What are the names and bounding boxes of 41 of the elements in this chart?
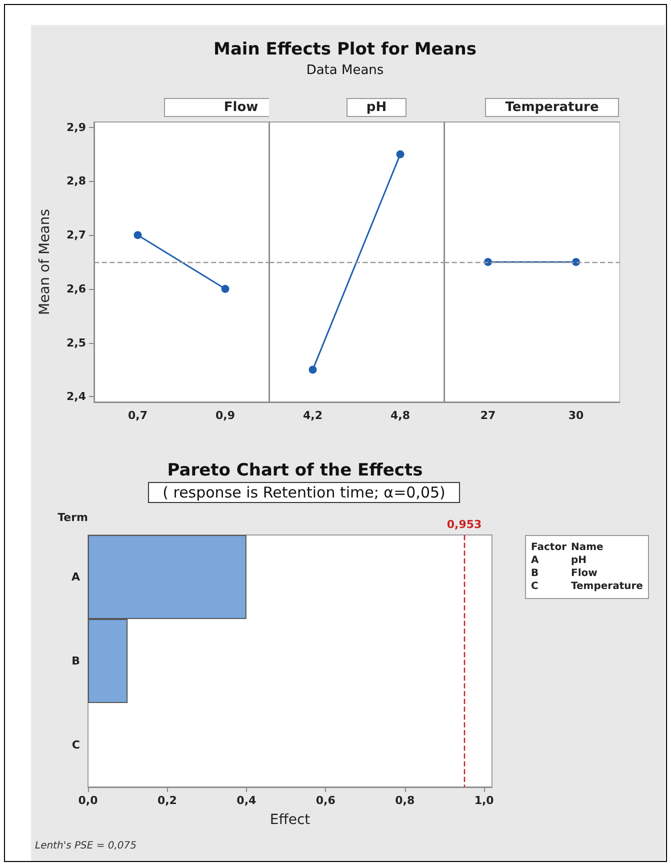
x-tick-label: 0,2: [157, 794, 177, 807]
chart-title: pH: [366, 100, 387, 115]
y-tick-label: 2,5: [66, 336, 86, 350]
x-tick-label: 0,4: [236, 794, 257, 807]
x-tick-label: 0,8: [395, 794, 415, 807]
y-axis-title: Term: [58, 511, 88, 524]
x-tick-label: 0,7: [128, 409, 148, 422]
chart-title: Pareto Chart of the Effects: [167, 460, 423, 480]
x-tick-label: 30: [568, 409, 584, 422]
x-tick-label: 27: [480, 409, 496, 422]
text: Temperature: [571, 581, 644, 592]
y-tick-label: C: [72, 738, 80, 752]
x-tick-label: 0,6: [316, 794, 336, 807]
y-tick-label: 2,4: [66, 390, 86, 404]
text: Factor: [531, 542, 567, 553]
y-axis-title: Mean of Means: [37, 209, 53, 315]
y-tick-label: 2,7: [66, 228, 86, 242]
y-tick-label: 2,6: [66, 282, 86, 296]
text: Lenth's PSE = 0,075: [35, 840, 137, 852]
y-tick-label: 2,9: [66, 120, 86, 134]
y-tick-label: A: [71, 570, 80, 584]
text: Flow: [571, 568, 598, 579]
text: A: [531, 555, 539, 566]
text: pH: [571, 555, 587, 566]
x-tick-label: 4,2: [303, 409, 322, 422]
y-tick-label: 2,8: [66, 174, 86, 188]
x-tick-label: 4,8: [390, 409, 410, 422]
y-tick-label: B: [72, 654, 80, 668]
text: Name: [571, 542, 604, 553]
text: Data Means: [306, 63, 384, 78]
chart-title: Temperature: [505, 100, 599, 115]
text: C: [531, 581, 538, 592]
chart-subtitle: ( response is Retention time; α=0,05): [162, 484, 446, 502]
text: Main Effects Plot for Means: [214, 40, 476, 60]
x-tick-label: 0,9: [216, 409, 235, 422]
x-axis-title: Effect: [270, 812, 311, 828]
chart-title: Flow: [224, 100, 258, 115]
ref-line-label: 0,953: [446, 518, 482, 531]
text: B: [531, 568, 539, 579]
x-tick-label: 0,0: [78, 794, 98, 807]
x-tick-label: 1,0: [474, 794, 494, 807]
